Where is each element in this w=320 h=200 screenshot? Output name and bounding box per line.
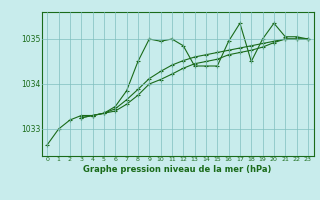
- X-axis label: Graphe pression niveau de la mer (hPa): Graphe pression niveau de la mer (hPa): [84, 165, 272, 174]
